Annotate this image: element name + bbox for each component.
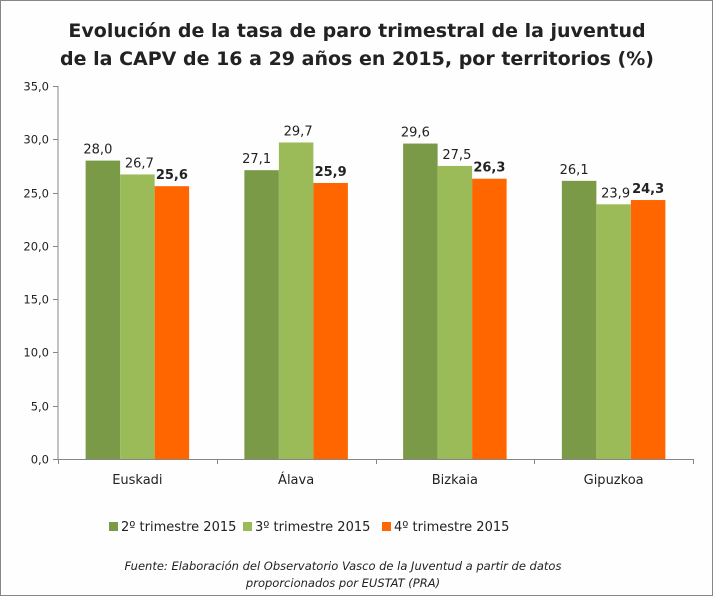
bar [278, 142, 314, 460]
data-label: 27,1 [242, 152, 271, 167]
axes: 0,0 5,0 10,0 15,0 20,0 25,0 30,0 35,0 Euskadi Ála… [23, 80, 694, 488]
bar [437, 165, 473, 459]
bar [244, 170, 279, 460]
source-note-line-1: Fuente: Elaboración del Observatorio Vas… [125, 559, 562, 573]
y-tick-label: 30,0 [23, 133, 49, 147]
data-label: 29,7 [284, 124, 313, 139]
y-tick-label: 15,0 [23, 293, 49, 307]
x-category-label: Euskadi [112, 473, 162, 488]
x-category-label: Álava [278, 472, 314, 488]
y-tick-label: 10,0 [23, 346, 49, 360]
legend-label: 4º trimestre 2015 [394, 520, 509, 535]
y-tick-label: 35,0 [23, 80, 49, 94]
chart-title-line-2: de la CAPV de 16 a 29 años en 2015, por … [60, 48, 654, 70]
legend: 2º trimestre 2015 3º trimestre 2015 4º tri… [109, 520, 509, 535]
chart-title-line-1: Evolución de la tasa de paro trimestral … [68, 20, 645, 42]
bar [403, 143, 438, 459]
legend-label: 3º trimestre 2015 [255, 520, 370, 535]
x-category-label: Bizkaia [432, 473, 478, 488]
legend-swatch [382, 522, 391, 531]
bar [596, 204, 631, 459]
x-category-label: Gipuzkoa [584, 473, 644, 488]
data-label: 26,7 [125, 156, 154, 171]
legend-label: 2º trimestre 2015 [121, 520, 236, 535]
data-label: 26,1 [560, 163, 589, 178]
data-label: 28,0 [83, 143, 112, 158]
source-note-line-2: proporcionados por EUSTAT (PRA) [245, 576, 440, 590]
y-tick-label: 25,0 [23, 187, 49, 201]
data-label: 24,3 [632, 182, 664, 197]
data-label: 25,6 [156, 168, 188, 183]
data-label: 26,3 [473, 161, 505, 176]
data-label: 27,5 [442, 148, 471, 163]
bar [85, 160, 121, 459]
bar [154, 186, 190, 460]
y-tick-label: 5,0 [31, 400, 49, 414]
data-labels: 28,0 26,725,6 27,1 29,7 25,9 29,6 27,526,3 26,1… [83, 124, 664, 201]
bars [85, 142, 666, 460]
bar [120, 174, 155, 459]
y-tick-label: 20,0 [23, 240, 49, 254]
bar [313, 182, 348, 460]
legend-swatch [243, 522, 252, 531]
data-label: 23,9 [601, 186, 630, 201]
bar [561, 180, 597, 459]
y-tick-label: 0,0 [31, 453, 49, 467]
legend-swatch [109, 522, 118, 531]
bar [472, 178, 507, 459]
data-label: 25,9 [315, 165, 347, 180]
data-label: 29,6 [401, 126, 430, 141]
bar [630, 200, 666, 459]
